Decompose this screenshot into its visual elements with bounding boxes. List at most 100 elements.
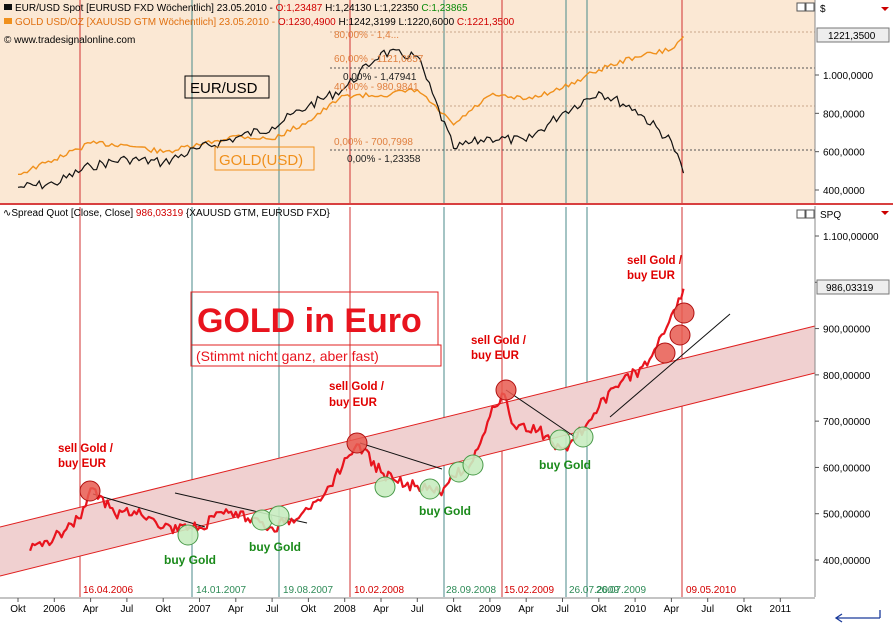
top-minimize-icon[interactable] [796,2,806,12]
sell-label: buy EUR [58,458,107,470]
buy-marker [268,505,290,527]
y-tick-label: 600,00000 [823,463,871,474]
fib-label: 0,00% - 1,47941 [343,72,417,83]
channel-lower [0,372,815,577]
channel-upper [0,325,815,528]
y-tick-label: 700,00000 [823,417,871,428]
top-pane-background [0,0,815,203]
top-last-value-badge [816,27,890,43]
bottom-axis-unit: SPQ [820,210,841,221]
gold-chart-label: GOLD(USD) [219,152,303,169]
sell-label: buy EUR [627,270,676,282]
x-tick-label: Apr [83,604,99,615]
trend-line [359,442,443,470]
buy-marker [374,476,396,498]
x-tick-label: 2009 [479,604,502,615]
eurusd-label-box [184,75,270,99]
top-scale-menu-icon[interactable] [881,7,889,11]
sell-marker [346,432,368,454]
signal-date: 26.07.2009 [569,585,619,596]
y-tick-label: 1.100,00000 [823,232,879,243]
trend-line [92,493,206,528]
x-tick-label: Apr [664,604,680,615]
buy-label: buy Gold [164,553,216,567]
fib-label: 0,00% - 700,7998 [334,137,413,148]
x-tick-label: Okt [736,604,752,615]
chart-title: GOLD in Euro [197,302,422,340]
x-tick-label: 2007 [188,604,211,615]
sell-marker [495,379,517,401]
bottom-minimize-icon[interactable] [796,209,806,219]
x-tick-label: Jul [266,604,279,615]
trend-line [505,389,576,438]
y-tick-label: 400,00000 [823,556,871,567]
x-tick-label: 2010 [624,604,647,615]
buy-label: buy Gold [539,458,591,472]
top-legend: EUR/USD Spot [EURUSD FXD Wöchentlich] 23… [4,3,515,46]
bottom-legend: ∿Spread Quot [Close, Close] 986,03319 {X… [3,208,331,219]
chart-subtitle: (Stimmt nicht ganz, aber fast) [196,348,379,364]
buy-label: buy Gold [419,504,471,518]
sell-marker [673,302,695,324]
x-tick-label: Jul [556,604,569,615]
eurusd-chart-label: EUR/USD [190,80,258,97]
top-last-value: 1221,3500 [828,31,876,42]
x-tick-label: Apr [228,604,244,615]
gold-swatch-icon [4,18,12,24]
x-tick-label: Okt [446,604,462,615]
x-tick-label: Jul [411,604,424,615]
y-tick-label: 500,00000 [823,510,871,521]
y-tick-label: 900,00000 [823,325,871,336]
scroll-arrow-icon[interactable] [834,610,881,623]
y-tick-label: 600,0000 [823,148,865,159]
bottom-scale-menu-icon[interactable] [881,211,889,215]
sell-label: sell Gold / [627,255,683,267]
buy-marker [572,426,594,448]
sell-marker [654,342,676,364]
signal-date: 15.02.2009 [504,585,554,596]
top-close-icon[interactable] [805,2,815,12]
x-tick-label: Jul [701,604,714,615]
signal-date: 09.05.2010 [686,585,736,596]
buy-marker [177,524,199,546]
copyright-text: © www.tradesignalonline.com [4,35,135,46]
signal-date: 14.01.2007 [196,585,246,596]
fib-label: 40,00% - 980,9841 [334,82,419,93]
x-tick-label: Okt [591,604,607,615]
bottom-last-value-badge [816,279,890,295]
y-tick-label: 1.000,0000 [823,71,873,82]
buy-marker [462,454,484,476]
x-tick-label: Apr [518,604,534,615]
spread-header: ∿Spread Quot [Close, Close] 986,03319 {X… [3,208,331,219]
y-tick-label: 800,00000 [823,371,871,382]
signal-date: 19.08.2007 [283,585,333,596]
trend-line [609,313,731,418]
x-tick-label: 2008 [334,604,357,615]
legend-eurusd: EUR/USD Spot [EURUSD FXD Wöchentlich] 23… [15,3,468,14]
x-tick-label: Okt [301,604,317,615]
top-axis-unit: $ [820,4,826,15]
eurusd-swatch-icon [4,4,12,10]
sell-marker [79,480,101,502]
signal-date: 10.02.2008 [354,585,404,596]
x-tick-label: 2006 [43,604,66,615]
sell-marker [669,324,691,346]
bottom-close-icon[interactable] [805,209,815,219]
fib-label: 80,00% - 1,4... [334,30,399,41]
y-tick-label: 400,0000 [823,186,865,197]
bottom-last-value: 986,03319 [826,283,874,294]
y-tick-label: 800,0000 [823,109,865,120]
signal-date: 16.04.2006 [83,585,133,596]
gold-usd-line [18,36,685,176]
gold-label-box [214,146,315,171]
buy-marker [419,478,441,500]
sell-label: sell Gold / [329,381,385,393]
legend-gold: GOLD USD/OZ [XAUUSD GTM Wöchentlich] 23.… [15,17,515,28]
x-tick-label: Okt [10,604,26,615]
signal-date: 28.09.2008 [446,585,496,596]
sell-label: sell Gold / [58,443,114,455]
buy-marker [549,429,571,451]
signal-date: 26.07.2009 [596,585,646,596]
